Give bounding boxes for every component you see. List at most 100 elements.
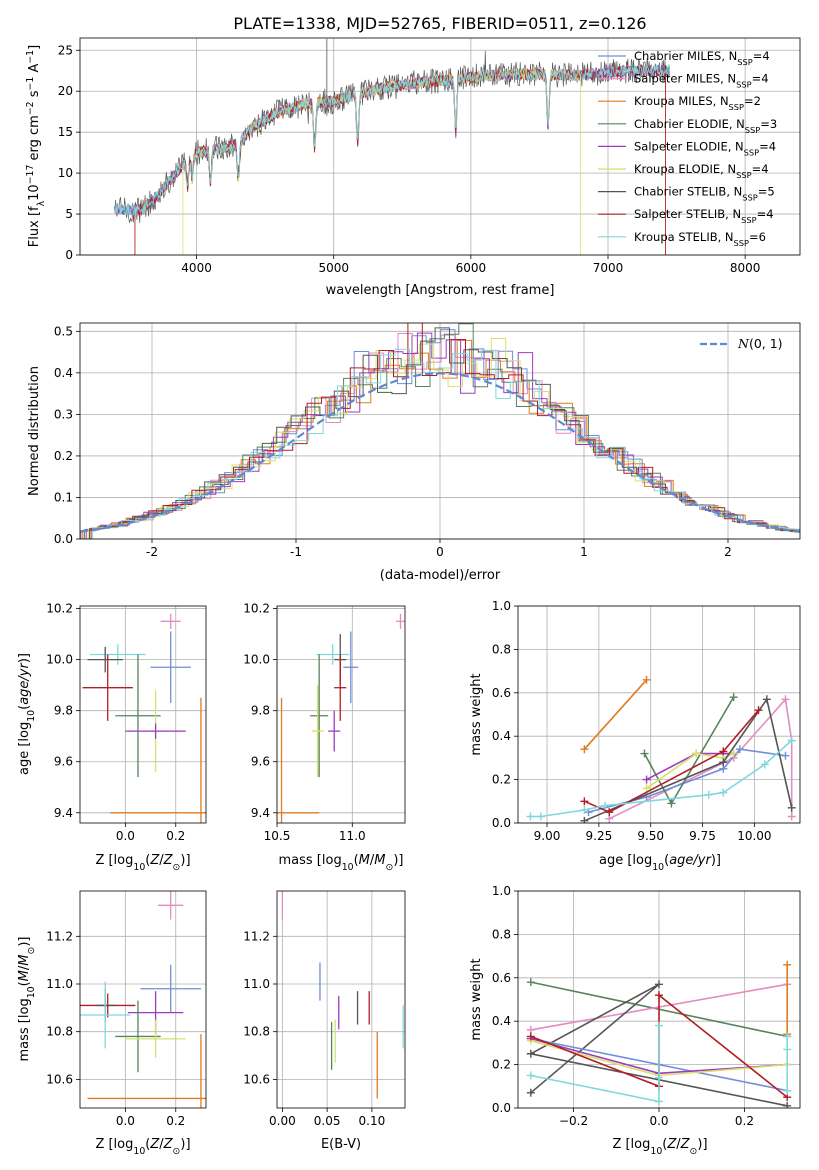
y-tick-label: 9.8 bbox=[251, 704, 270, 718]
label-part: s bbox=[27, 90, 42, 101]
y-tick-label: 0.0 bbox=[54, 532, 73, 546]
weight-marker-chabrier_stelib bbox=[655, 980, 663, 989]
plot-area bbox=[526, 960, 792, 1108]
label-part: 10 bbox=[27, 184, 42, 201]
label-part: ( bbox=[354, 853, 359, 868]
label-part: ( bbox=[662, 1137, 667, 1152]
y-tick-label: 9.6 bbox=[54, 755, 73, 769]
y-tick-label: 20 bbox=[58, 84, 73, 98]
panel-age_vs_Z: 0.0 0.29.49.69.810.010.2Z [log10(Z/Z⊙)]ag… bbox=[17, 602, 207, 873]
y-tick-label: 0.0 bbox=[492, 1101, 511, 1115]
weight-marker-salpeter_miles bbox=[787, 812, 796, 821]
label-part: Z bbox=[680, 1137, 691, 1152]
weight-line-kroupa_stelib bbox=[530, 1025, 660, 1103]
weight-marker-chabrier_stelib bbox=[762, 695, 771, 704]
label-part: ( bbox=[145, 853, 150, 868]
y-tick-label: 0 bbox=[65, 248, 73, 262]
y-tick-label: 0.8 bbox=[492, 642, 511, 656]
label-part: age [log bbox=[17, 722, 32, 775]
y-tick-label: 5 bbox=[65, 207, 73, 221]
label-part: λ bbox=[36, 200, 47, 206]
axes-frame bbox=[79, 890, 207, 1109]
weight-marker-salpeter_elodie bbox=[642, 775, 651, 784]
weight-marker-salpeter_miles bbox=[781, 695, 790, 704]
label-part: Z bbox=[149, 853, 160, 868]
y-tick-label: 10.0 bbox=[243, 653, 270, 667]
y-tick-label: 0.4 bbox=[492, 1014, 511, 1028]
x-tick-label: 9.50 bbox=[637, 829, 664, 843]
label-part: ( bbox=[664, 853, 669, 868]
legend-N: N bbox=[737, 336, 750, 351]
weight-marker-chabrier_elodie bbox=[640, 749, 649, 758]
y-tick-label: 11.2 bbox=[243, 929, 270, 943]
x-tick-label: 10.5 bbox=[264, 829, 291, 843]
label-part: age/yr bbox=[17, 661, 32, 704]
weight-marker-salpeter_stelib bbox=[580, 797, 589, 806]
y-axis-label: mass [log10(M/M⊙)] bbox=[17, 937, 37, 1062]
weight-marker-kroupa_stelib bbox=[787, 736, 796, 745]
label-part: SSP bbox=[742, 193, 757, 203]
y-axis-label: mass weight bbox=[469, 673, 484, 755]
weight-marker-kroupa_stelib bbox=[526, 812, 535, 821]
weight-line-kroupa_stelib bbox=[530, 739, 793, 818]
panel-residuals: -2 -1 0 1 2 0.0 0.1 0.2 0.3 0.4 0.5 N(0, 1) (data-mo… bbox=[27, 322, 801, 583]
plot-area bbox=[82, 613, 206, 823]
y-tick-label: 0.4 bbox=[492, 729, 511, 743]
label-part: / bbox=[370, 853, 375, 868]
label-part: =4 bbox=[752, 162, 769, 176]
x-tick-label: 6000 bbox=[456, 261, 487, 275]
weight-marker-salpeter_stelib bbox=[605, 808, 614, 817]
weight-marker-kroupa_miles bbox=[783, 960, 792, 969]
legend-label: Salpeter MILES, NSSP=4 bbox=[634, 72, 769, 90]
y-tick-label: 10.6 bbox=[243, 1072, 270, 1086]
weight-marker-chabrier_stelib bbox=[526, 1049, 535, 1058]
weight-line-chabrier_stelib bbox=[584, 697, 793, 822]
y-tick-label: 10.6 bbox=[46, 1072, 73, 1086]
y-tick-label: 0.2 bbox=[492, 1058, 511, 1072]
legend-label: Salpeter ELODIE, NSSP=4 bbox=[634, 139, 776, 157]
label-part: 10 bbox=[342, 862, 354, 873]
legend-label: N(0, 1) bbox=[737, 336, 783, 351]
label-part: / bbox=[159, 853, 164, 868]
x-tick-label: 9.75 bbox=[689, 829, 716, 843]
label-part: ⊙ bbox=[173, 862, 181, 873]
label-part: Z bbox=[163, 1137, 174, 1152]
label-part: Chabrier ELODIE, N bbox=[634, 117, 745, 131]
legend-label: Kroupa MILES, NSSP=2 bbox=[634, 94, 761, 112]
normal-curve bbox=[80, 372, 800, 533]
label-part: =4 bbox=[759, 139, 776, 153]
weight-marker-kroupa_stelib bbox=[783, 1045, 792, 1054]
label-part: =4 bbox=[753, 49, 770, 63]
plot-area bbox=[80, 891, 206, 1108]
y-tick-label: 0.2 bbox=[492, 773, 511, 787]
y-tick-label: 25 bbox=[58, 43, 73, 57]
weight-marker-chabrier_stelib bbox=[719, 758, 728, 767]
x-tick-label: 0.0 bbox=[116, 1114, 135, 1128]
label-part: −1 bbox=[25, 77, 36, 91]
x-tick-label: 0.10 bbox=[359, 1114, 386, 1128]
x-axis-label: mass [log10(M/M⊙)] bbox=[279, 853, 404, 873]
y-axis-label: mass weight bbox=[469, 958, 484, 1040]
label-part: M bbox=[17, 970, 32, 981]
label-part: ( bbox=[145, 1137, 150, 1152]
y-tick-label: 10.8 bbox=[243, 1025, 270, 1039]
axes-frame bbox=[517, 605, 801, 824]
x-axis-label: Z [log10(Z/Z⊙)] bbox=[612, 1137, 707, 1157]
label-part: )] bbox=[17, 653, 32, 663]
label-part: Flux [f bbox=[27, 206, 42, 247]
legend-label: Kroupa ELODIE, NSSP=4 bbox=[634, 162, 769, 180]
y-tick-label: 0.6 bbox=[492, 971, 511, 985]
label-part: Kroupa STELIB, N bbox=[634, 230, 734, 244]
panel-mass_weight_vs_age: 9.00 9.25 9.50 9.75 10.00 0.0 0.2 0.4 0.6 0.8 1.0 m… bbox=[469, 599, 801, 873]
label-part: )] bbox=[697, 1137, 707, 1152]
y-tick-label: 10.8 bbox=[46, 1025, 73, 1039]
weight-marker-kroupa_elodie bbox=[692, 749, 701, 758]
weight-marker-chabrier_stelib bbox=[783, 1101, 792, 1108]
x-tick-label: 2 bbox=[724, 545, 732, 559]
label-part: =2 bbox=[744, 94, 761, 108]
label-part: )] bbox=[180, 853, 190, 868]
x-tick-label: 9.00 bbox=[534, 829, 561, 843]
x-tick-label: 0.2 bbox=[735, 1114, 754, 1128]
label-part: erg cm bbox=[27, 115, 42, 164]
